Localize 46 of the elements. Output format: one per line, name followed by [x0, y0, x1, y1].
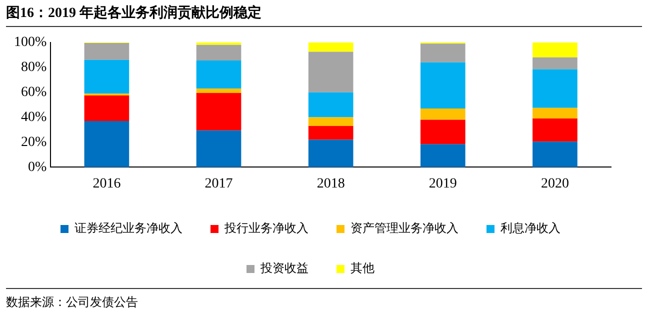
bar: [308, 52, 354, 92]
y-tick-label: 80%: [20, 60, 47, 76]
bar: [420, 108, 466, 120]
legend-label: 投资收益: [260, 261, 308, 276]
x-tick-label: 2018: [316, 176, 345, 192]
bar: [308, 126, 354, 140]
x-tick-label: 2017: [204, 176, 233, 192]
y-tick-label: 0%: [28, 160, 47, 175]
bar: [532, 69, 578, 108]
y-tick-label: 100%: [14, 35, 47, 50]
bar: [308, 92, 354, 118]
bar: [420, 62, 466, 109]
bar: [196, 60, 242, 89]
x-tick-label: 2019: [428, 176, 457, 192]
x-tick-label: 2016: [92, 176, 121, 192]
bar: [196, 92, 242, 130]
chart-title: 图16：2019 年起各业务利润贡献比例稳定: [6, 4, 642, 27]
bar: [308, 42, 354, 52]
y-tick-label: 60%: [20, 84, 47, 100]
bar: [532, 118, 578, 142]
y-tick-label: 20%: [20, 134, 47, 150]
bar: [84, 43, 130, 60]
bar: [308, 117, 354, 126]
legend-label: 投行业务净收入: [224, 221, 308, 236]
legend-label: 其他: [350, 261, 374, 276]
bar: [196, 130, 242, 168]
legend-label: 利息净收入: [500, 221, 560, 236]
bar: [308, 140, 354, 168]
bar: [532, 108, 578, 119]
bar: [532, 57, 578, 70]
bar: [420, 120, 466, 144]
y-tick-label: 40%: [20, 110, 47, 125]
bar: [532, 142, 578, 168]
legend-label: 证券经纪业务净收入: [74, 221, 182, 236]
bar: [420, 44, 466, 62]
bar: [84, 60, 130, 94]
bar: [420, 144, 466, 168]
x-tick-label: 2020: [540, 176, 569, 192]
bar: [84, 95, 130, 122]
bar: [84, 121, 130, 168]
legend-label: 资产管理业务净收入: [350, 221, 458, 236]
bar: [196, 44, 242, 60]
bar: [196, 88, 242, 93]
bar: [532, 42, 578, 58]
bar: [196, 42, 242, 45]
source-note: 数据来源：公司发债公告: [6, 288, 642, 311]
